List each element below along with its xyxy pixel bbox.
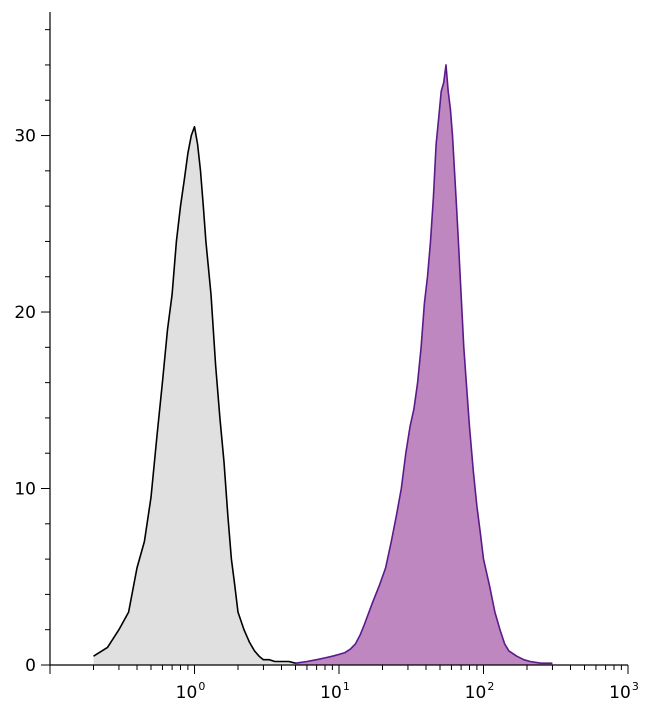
series-1-fill (295, 64, 553, 665)
y-axis-tick-labels: 0 10 20 30 (14, 127, 36, 676)
x-axis-ticks (49, 665, 629, 674)
series-0-line (93, 125, 296, 664)
y-axis-ticks (41, 29, 50, 666)
x-tick-label: 100 (176, 680, 206, 703)
y-tick-label: 10 (14, 480, 36, 500)
y-tick-label: 20 (14, 303, 36, 323)
y-tick-label: 0 (25, 656, 36, 676)
x-tick-label: 103 (609, 680, 639, 703)
x-axis-tick-labels: 100 101 102 103 (176, 680, 639, 703)
x-tick-label: 102 (465, 680, 495, 703)
axes: 100 101 102 103 0 10 20 30 (14, 12, 639, 703)
series-1-line (295, 64, 553, 664)
y-tick-label: 30 (14, 127, 36, 147)
series-0-fill (93, 126, 296, 665)
x-tick-label: 101 (320, 680, 350, 703)
series-areas (93, 64, 553, 665)
